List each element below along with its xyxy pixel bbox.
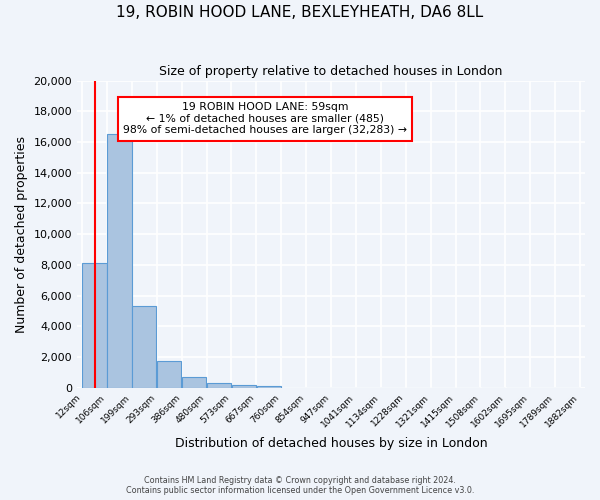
- Bar: [257, 386, 281, 388]
- Bar: [132, 306, 157, 388]
- Y-axis label: Number of detached properties: Number of detached properties: [15, 136, 28, 332]
- Bar: [157, 361, 181, 388]
- X-axis label: Distribution of detached houses by size in London: Distribution of detached houses by size …: [175, 437, 487, 450]
- Bar: [207, 383, 231, 388]
- Text: Contains HM Land Registry data © Crown copyright and database right 2024.
Contai: Contains HM Land Registry data © Crown c…: [126, 476, 474, 495]
- Text: 19 ROBIN HOOD LANE: 59sqm
← 1% of detached houses are smaller (485)
98% of semi-: 19 ROBIN HOOD LANE: 59sqm ← 1% of detach…: [123, 102, 407, 136]
- Text: 19, ROBIN HOOD LANE, BEXLEYHEATH, DA6 8LL: 19, ROBIN HOOD LANE, BEXLEYHEATH, DA6 8L…: [116, 5, 484, 20]
- Bar: [182, 377, 206, 388]
- Bar: [107, 134, 131, 388]
- Bar: [232, 385, 256, 388]
- Bar: [82, 264, 107, 388]
- Title: Size of property relative to detached houses in London: Size of property relative to detached ho…: [160, 65, 503, 78]
